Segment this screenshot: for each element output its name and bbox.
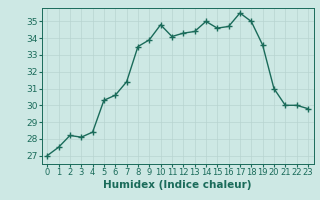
X-axis label: Humidex (Indice chaleur): Humidex (Indice chaleur): [103, 180, 252, 190]
